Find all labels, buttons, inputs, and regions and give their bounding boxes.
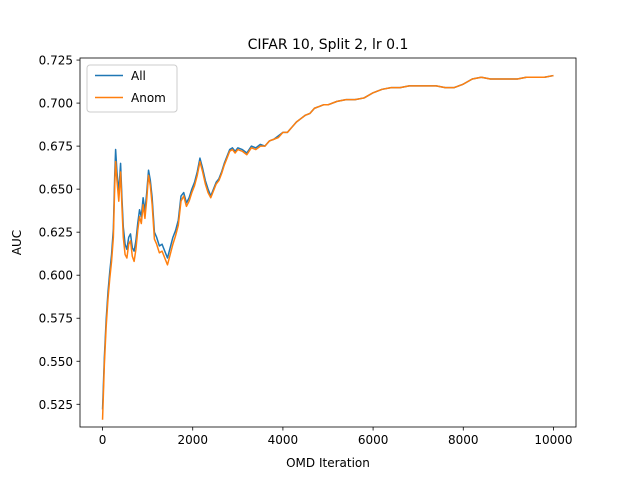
x-tick-label: 4000 [268,433,299,447]
legend-label-anom: Anom [131,91,166,105]
x-axis: 0 2000 4000 6000 8000 10000 [99,427,573,447]
series-layer [101,74,554,420]
y-tick-label: 0.600 [39,269,73,283]
chart-title: CIFAR 10, Split 2, lr 0.1 [248,37,409,53]
y-axis: 0.525 0.550 0.575 0.600 0.625 0.650 0.675 0.700… [39,54,80,412]
y-tick-label: 0.525 [39,398,73,412]
legend: All Anom [86,64,178,113]
x-tick-label: 8000 [448,433,479,447]
series-line-anom [101,74,554,420]
y-tick-label: 0.625 [39,226,73,240]
plot-area [80,58,576,427]
y-tick-label: 0.575 [39,312,73,326]
x-axis-label: OMD Iteration [286,456,370,470]
legend-label-all: All [131,69,146,83]
y-axis-label: AUC [10,230,24,255]
y-tick-label: 0.550 [39,355,73,369]
x-tick-label: 10000 [534,433,572,447]
plot-frame [79,57,577,428]
x-tick-label: 2000 [177,433,208,447]
y-tick-label: 0.725 [39,54,73,68]
y-tick-label: 0.675 [39,140,73,154]
y-tick-label: 0.700 [39,97,73,111]
x-tick-label: 0 [99,433,107,447]
y-tick-label: 0.650 [39,183,73,197]
legend-box [86,64,178,113]
x-tick-label: 6000 [358,433,389,447]
